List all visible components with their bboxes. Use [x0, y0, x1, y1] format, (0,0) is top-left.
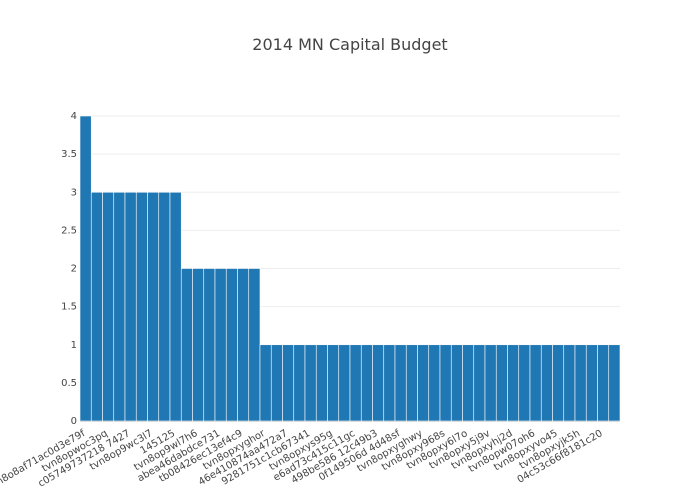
- bar[interactable]: [147, 191, 160, 422]
- bar[interactable]: [372, 344, 385, 422]
- bar[interactable]: [113, 191, 126, 422]
- bar[interactable]: [90, 191, 103, 422]
- bar[interactable]: [518, 344, 531, 422]
- bar[interactable]: [102, 191, 115, 422]
- y-tick-label: 0: [71, 416, 77, 427]
- y-tick-label: 4: [71, 111, 77, 122]
- bar[interactable]: [214, 268, 227, 422]
- bar[interactable]: [169, 191, 182, 422]
- bar[interactable]: [394, 344, 407, 422]
- bar[interactable]: [225, 268, 238, 422]
- bar[interactable]: [428, 344, 441, 422]
- bar[interactable]: [507, 344, 520, 422]
- y-tick-label: 2.5: [61, 225, 77, 236]
- bar[interactable]: [248, 268, 261, 422]
- bar[interactable]: [405, 344, 418, 422]
- bar[interactable]: [608, 344, 621, 422]
- bar[interactable]: [180, 268, 193, 422]
- bar[interactable]: [484, 344, 497, 422]
- bar[interactable]: [574, 344, 587, 422]
- bar[interactable]: [327, 344, 340, 422]
- bar[interactable]: [563, 344, 576, 422]
- bar[interactable]: [417, 344, 430, 422]
- bar[interactable]: [304, 344, 317, 422]
- bar[interactable]: [237, 268, 250, 422]
- bar[interactable]: [360, 344, 373, 422]
- bar[interactable]: [552, 344, 565, 422]
- bar[interactable]: [79, 115, 92, 422]
- y-tick-label: 1: [71, 340, 77, 351]
- x-axis: tvn8o8af71ac0d3e79ftvn8opwoc3pqc05749737…: [0, 428, 605, 493]
- bar[interactable]: [383, 344, 396, 422]
- bar[interactable]: [282, 344, 295, 422]
- bar[interactable]: [473, 344, 486, 422]
- y-tick-label: 2: [71, 264, 77, 275]
- bar[interactable]: [192, 268, 205, 422]
- bar[interactable]: [315, 344, 328, 422]
- bar[interactable]: [495, 344, 508, 422]
- bar[interactable]: [338, 344, 351, 422]
- bar[interactable]: [158, 191, 171, 422]
- bar[interactable]: [597, 344, 610, 422]
- y-tick-label: 1.5: [61, 302, 77, 313]
- bar[interactable]: [439, 344, 452, 422]
- bar[interactable]: [293, 344, 306, 422]
- bar[interactable]: [529, 344, 542, 422]
- bar[interactable]: [585, 344, 598, 422]
- y-tick-label: 3: [71, 187, 77, 198]
- bar[interactable]: [135, 191, 148, 422]
- bar[interactable]: [124, 191, 137, 422]
- chart-title: 2014 MN Capital Budget: [252, 35, 447, 54]
- y-tick-label: 3.5: [61, 149, 77, 160]
- bar[interactable]: [259, 344, 272, 422]
- y-axis: 0 0.5 1 1.5 2 2.5 3 3.5 4: [61, 111, 77, 427]
- bar[interactable]: [349, 344, 362, 422]
- bar[interactable]: [462, 344, 475, 422]
- bar[interactable]: [203, 268, 216, 422]
- bars: [79, 115, 621, 422]
- bar[interactable]: [270, 344, 283, 422]
- y-tick-label: 0.5: [61, 378, 77, 389]
- bar[interactable]: [540, 344, 553, 422]
- bar[interactable]: [450, 344, 463, 422]
